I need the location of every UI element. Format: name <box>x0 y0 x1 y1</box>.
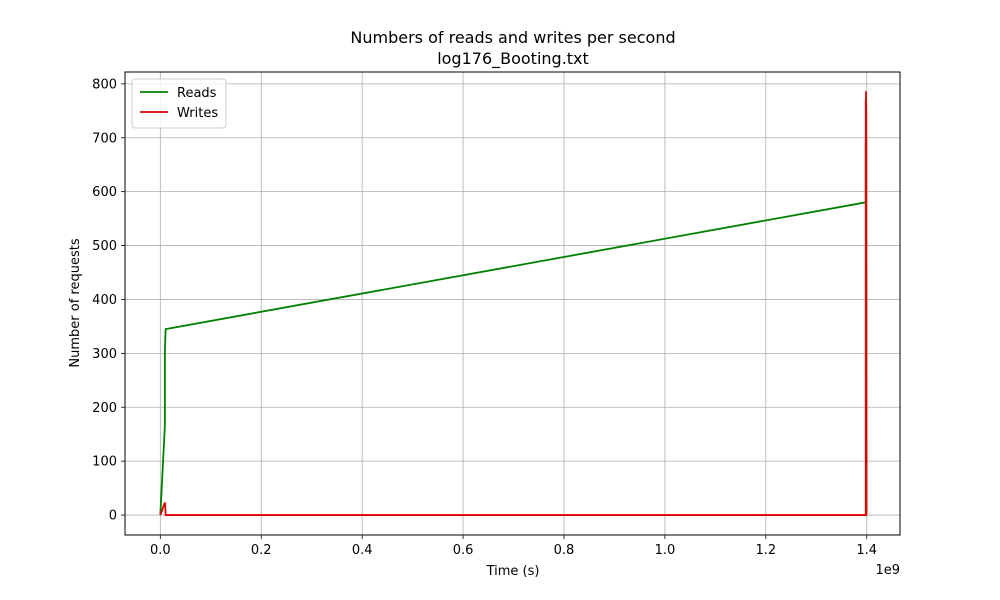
y-tick-label: 200 <box>92 401 117 416</box>
x-tick-label: 0.0 <box>150 543 171 558</box>
y-tick-label: 300 <box>92 347 117 362</box>
series-line-writes <box>159 91 868 516</box>
plot-area-frame <box>124 71 901 536</box>
chart-title: Numbers of reads and writes per second <box>350 28 675 47</box>
x-axis-offset-label: 1e9 <box>875 563 900 578</box>
legend: Reads Writes <box>131 78 227 129</box>
x-axis-label: Time (s) <box>486 564 540 579</box>
legend-label-writes: Writes <box>177 106 218 121</box>
x-tick-label: 0.6 <box>453 543 474 558</box>
x-tick-label: 1.0 <box>655 543 676 558</box>
x-tick-label: 1.2 <box>755 543 776 558</box>
series-lines <box>159 91 868 516</box>
x-tick-label: 0.2 <box>251 543 272 558</box>
x-tick-label: 1.4 <box>856 543 877 558</box>
legend-label-reads: Reads <box>177 86 217 101</box>
y-axis-label: Number of requests <box>68 238 83 367</box>
y-tick-label: 700 <box>92 131 117 146</box>
y-tick-label: 600 <box>92 185 117 200</box>
y-tick-label: 400 <box>92 293 117 308</box>
y-tick-label: 800 <box>92 77 117 92</box>
y-tick-label: 100 <box>92 455 117 470</box>
x-tick-label: 0.8 <box>554 543 575 558</box>
axis-ticks: 0.0 0.2 0.4 0.6 0.8 1.0 1.2 1.4 0 100 200 300 400 500… <box>92 77 877 558</box>
y-tick-label: 500 <box>92 239 117 254</box>
chart-subtitle: log176_Booting.txt <box>437 49 589 69</box>
x-tick-label: 0.4 <box>352 543 373 558</box>
y-tick-label: 0 <box>109 509 117 524</box>
